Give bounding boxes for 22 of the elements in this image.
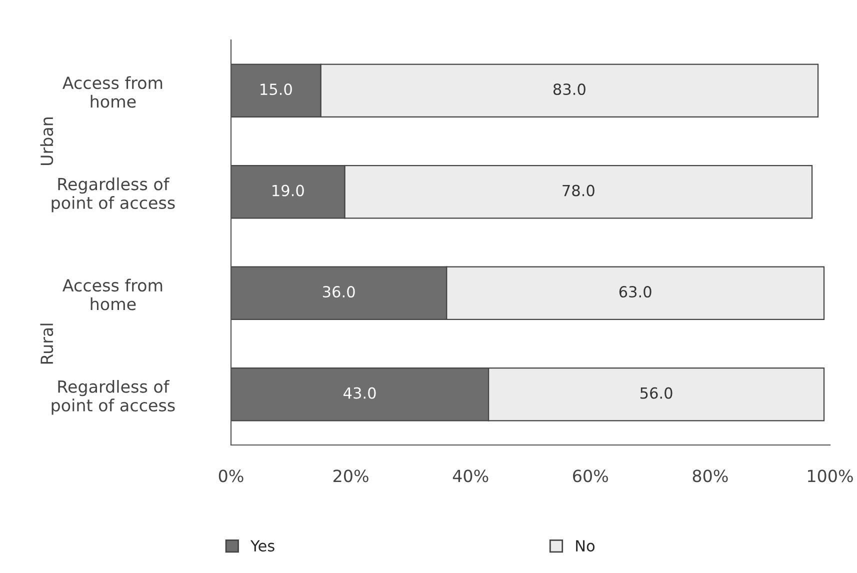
data-label: 78.0: [562, 184, 594, 196]
x-tick-label: 40%: [452, 470, 488, 482]
y-tick-label: Access from home: [62, 278, 162, 310]
y-tick-label: Regardless of point of access: [52, 177, 175, 212]
x-tick-label: 100%: [808, 470, 853, 482]
y-tick-label: Access from home: [62, 76, 162, 108]
data-label: 63.0: [619, 286, 652, 298]
legend-label: No: [576, 540, 595, 552]
data-label: 15.0: [260, 84, 292, 96]
data-label: 36.0: [322, 286, 355, 298]
x-tick-label: 0%: [218, 470, 244, 482]
x-tick-label: 60%: [573, 470, 608, 482]
data-label: 83.0: [553, 84, 586, 96]
data-label: 43.0: [344, 387, 376, 399]
data-label: 19.0: [272, 184, 304, 196]
legend-label: Yes: [250, 540, 274, 552]
data-label: 56.0: [640, 387, 672, 399]
text: Rural: [40, 324, 54, 364]
x-tick-label: 80%: [692, 470, 728, 482]
x-tick-label: 20%: [334, 470, 368, 482]
y-tick-label: Regardless of point of access: [52, 380, 175, 415]
text: Urban: [40, 117, 54, 166]
